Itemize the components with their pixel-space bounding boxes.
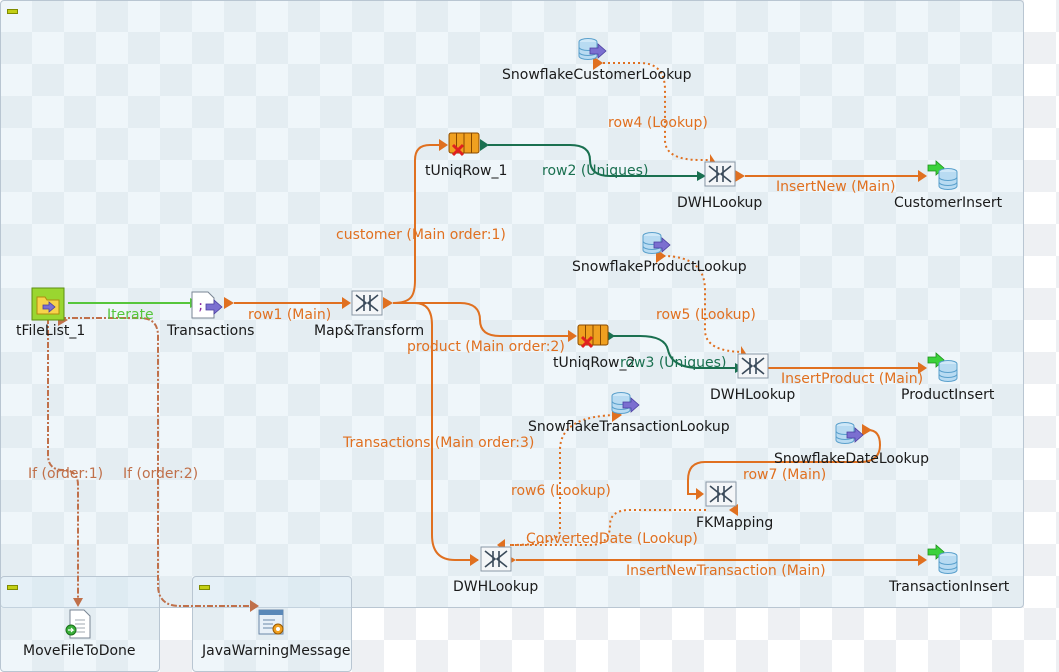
link-row5[interactable]: row5 (Lookup) [656, 307, 756, 323]
link-product[interactable]: product (Main order:2) [407, 339, 565, 355]
link-row3[interactable]: row3 (Uniques) [620, 355, 727, 371]
tuniqrow-icon [576, 323, 610, 349]
node-dwh-lookup-transaction[interactable]: DWHLookup [453, 579, 539, 595]
link-insert-new[interactable]: InsertNew (Main) [776, 179, 896, 195]
link-row4[interactable]: row4 (Lookup) [608, 115, 708, 131]
database-input-icon [611, 392, 640, 414]
file-copy-icon [65, 609, 91, 639]
node-snowflake-date-lookup[interactable]: SnowflakeDateLookup [774, 451, 929, 467]
link-if-order-2[interactable]: If (order:2) [123, 466, 199, 482]
database-input-icon [642, 232, 671, 254]
link-if-order-1[interactable]: If (order:1) [28, 466, 104, 482]
database-input-icon [835, 422, 864, 444]
node-product-insert[interactable]: ProductInsert [901, 387, 995, 403]
link-row6[interactable]: row6 (Lookup) [511, 483, 611, 499]
collapse-toggle[interactable] [199, 585, 210, 590]
node-transactions[interactable]: Transactions [167, 323, 255, 339]
svg-text:;: ; [197, 299, 204, 313]
node-customer-insert[interactable]: CustomerInsert [894, 195, 1003, 211]
node-java-warning-message[interactable]: JavaWarningMessage [202, 643, 351, 659]
node-dwh-lookup-product[interactable]: DWHLookup [710, 387, 796, 403]
tmap-icon [705, 481, 737, 507]
file-input-icon: ; [191, 291, 223, 319]
database-output-icon [927, 544, 958, 574]
node-fk-mapping[interactable]: FKMapping [696, 515, 774, 531]
link-row7[interactable]: row7 (Main) [743, 467, 827, 483]
link-insert-product[interactable]: InsertProduct (Main) [781, 371, 924, 387]
link-customer[interactable]: customer (Main order:1) [336, 227, 506, 243]
collapse-toggle[interactable] [7, 9, 18, 14]
node-dwh-lookup-customer[interactable]: DWHLookup [677, 195, 763, 211]
link-transactions[interactable]: Transactions (Main order:3) [343, 435, 535, 451]
link-iterate[interactable]: Iterate [107, 307, 154, 323]
node-transaction-insert[interactable]: TransactionInsert [889, 579, 1010, 595]
move-file-subjob[interactable] [0, 576, 160, 672]
database-output-icon [927, 160, 958, 190]
tuniqrow-icon [447, 131, 481, 157]
database-input-icon [578, 38, 607, 60]
link-converted-date[interactable]: ConvertedDate (Lookup) [526, 531, 698, 547]
node-snowflake-transaction-lookup[interactable]: SnowflakeTransactionLookup [528, 419, 730, 435]
collapse-toggle[interactable] [7, 585, 18, 590]
folder-icon [31, 287, 65, 321]
node-map-transform[interactable]: Map&Transform [314, 323, 425, 339]
node-move-file-to-done[interactable]: MoveFileToDone [23, 643, 136, 659]
tmap-icon [351, 290, 383, 316]
link-insert-new-transaction[interactable]: InsertNewTransaction (Main) [626, 563, 826, 579]
tmap-icon [480, 546, 512, 572]
link-row1[interactable]: row1 (Main) [248, 307, 332, 323]
node-snowflake-product-lookup[interactable]: SnowflakeProductLookup [572, 259, 747, 275]
database-output-icon [927, 352, 958, 382]
java-icon [258, 609, 284, 635]
link-row2[interactable]: row2 (Uniques) [542, 163, 649, 179]
node-tfilelist[interactable]: tFileList_1 [16, 323, 86, 339]
tmap-icon [737, 353, 769, 379]
node-snowflake-customer-lookup[interactable]: SnowflakeCustomerLookup [502, 67, 692, 83]
node-tuniqrow-1[interactable]: tUniqRow_1 [425, 163, 508, 179]
node-tuniqrow-2[interactable]: tUniqRow_2 [553, 355, 636, 371]
tmap-icon [704, 161, 736, 187]
